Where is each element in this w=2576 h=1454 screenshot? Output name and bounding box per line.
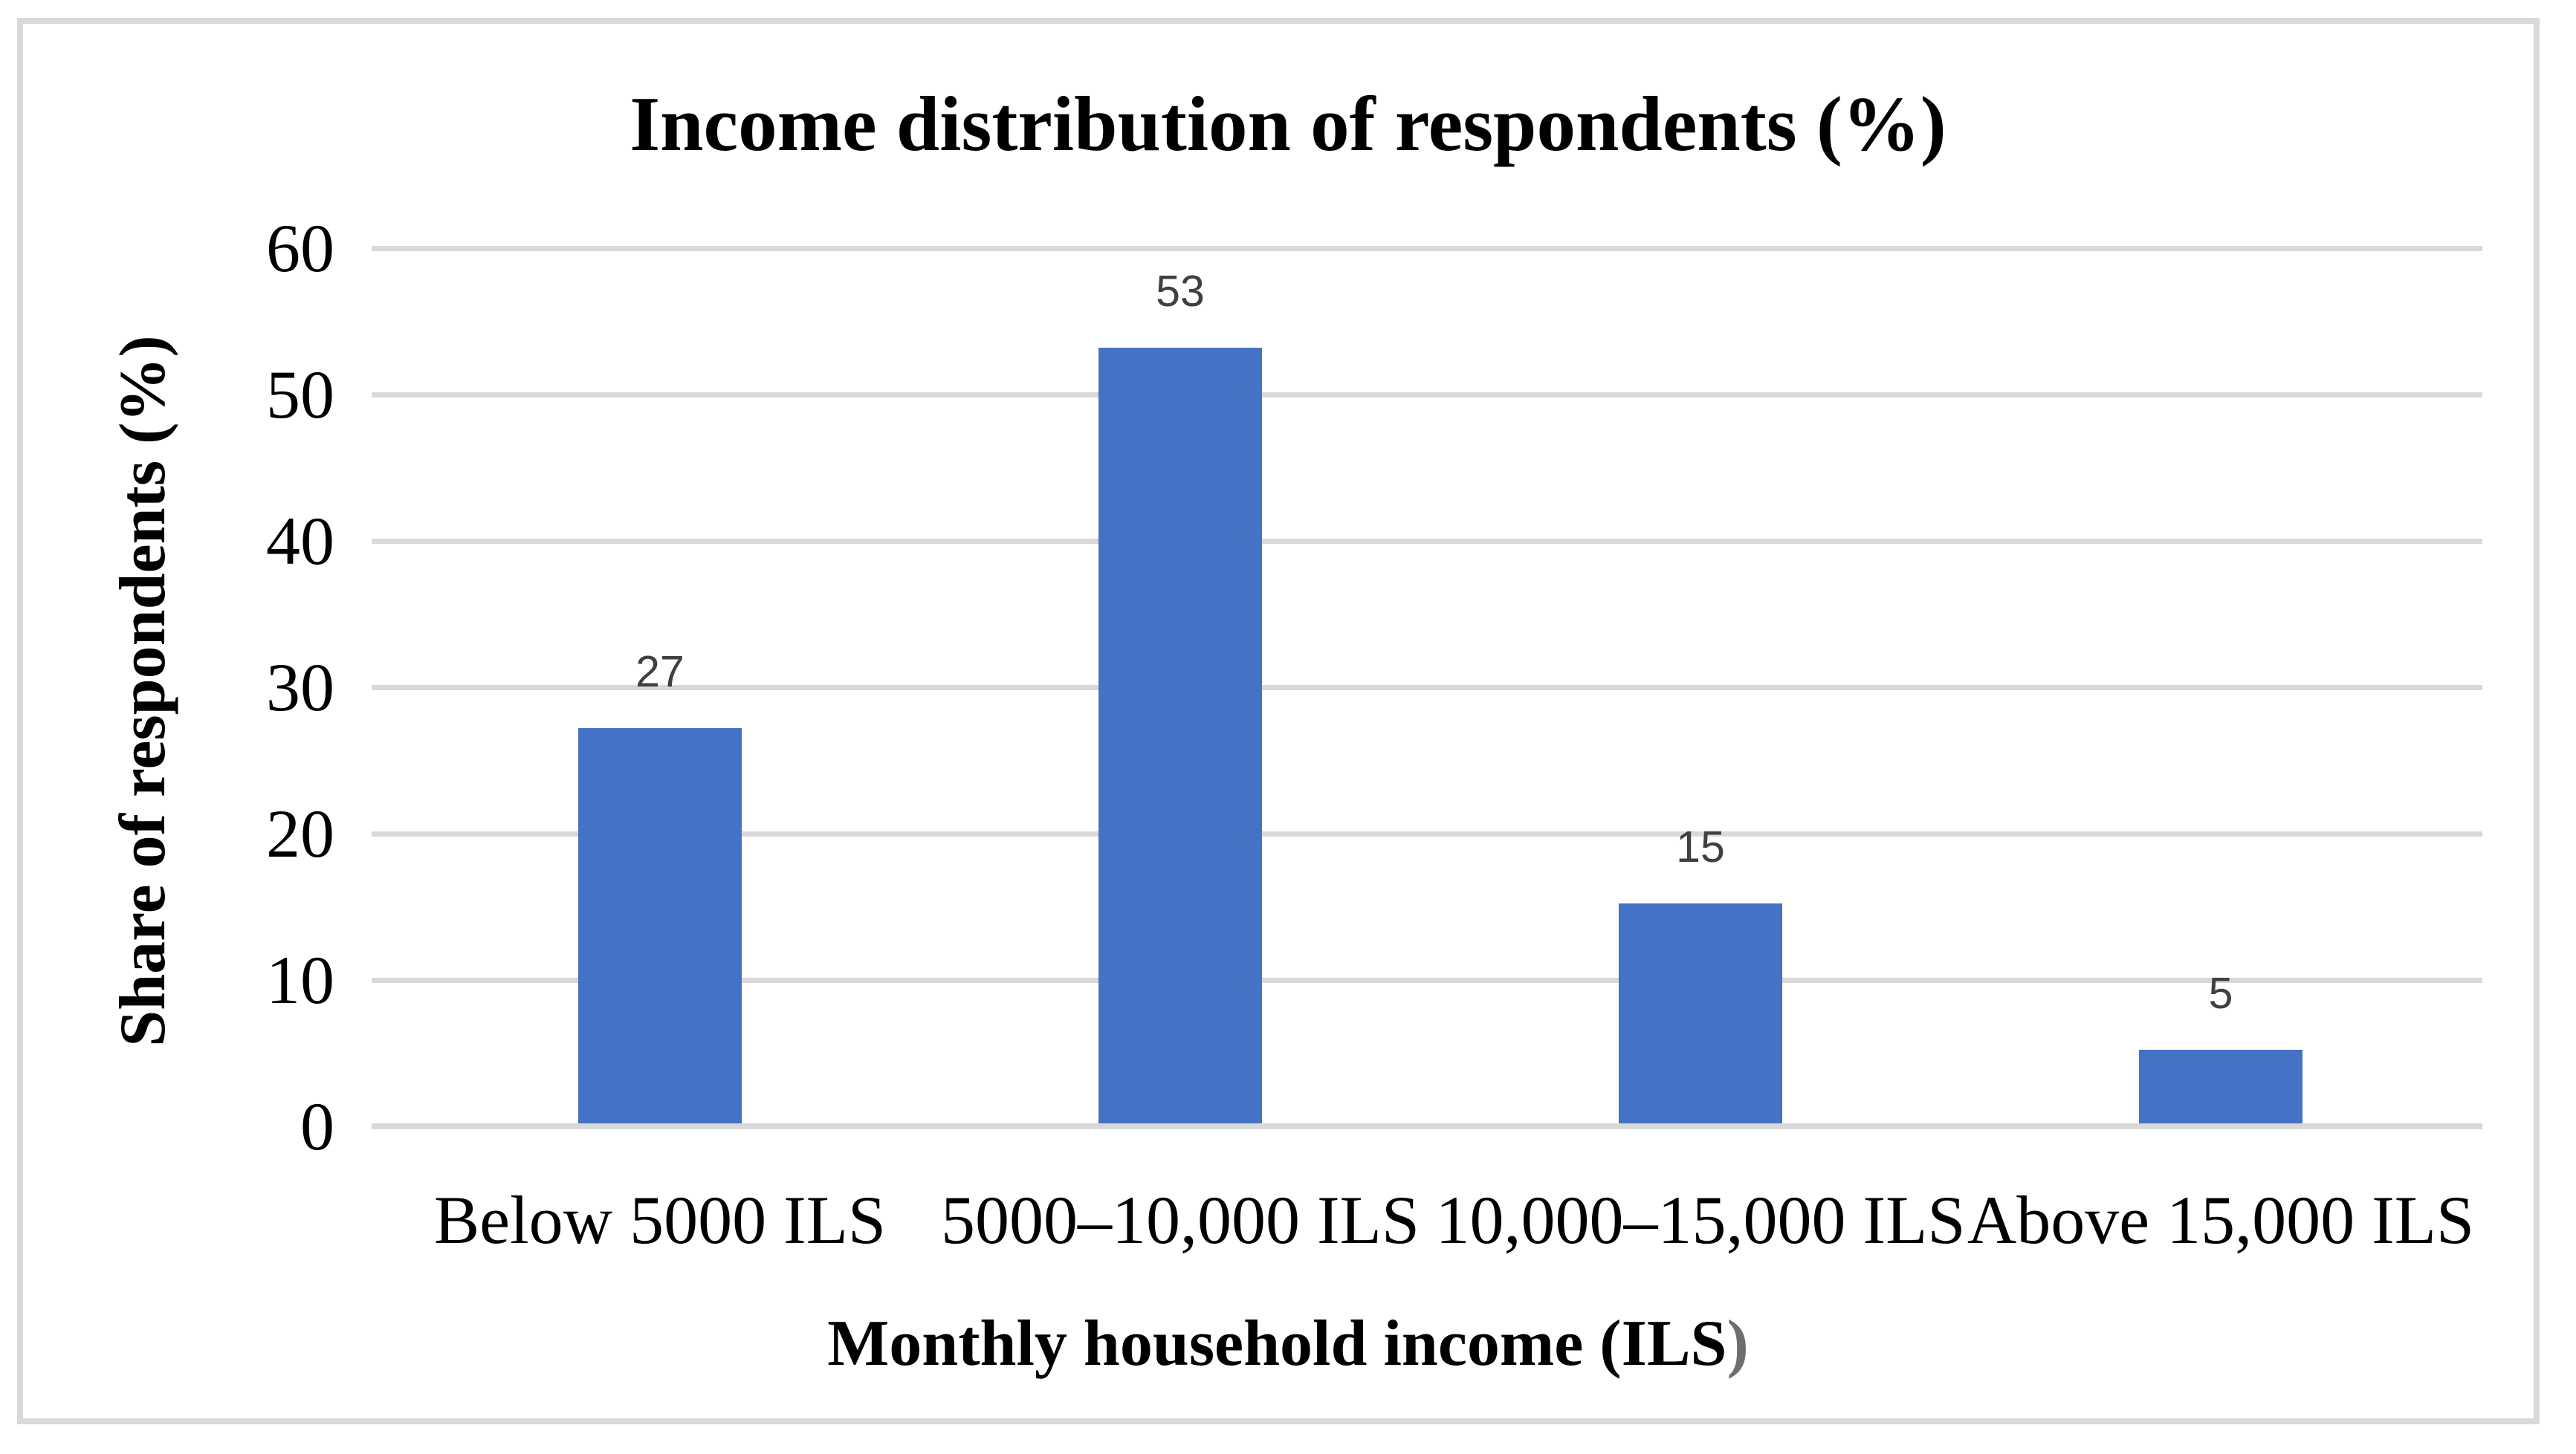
- x-category-label-0: Below 5000 ILS: [433, 1182, 887, 1258]
- x-category-label-2: 10,000–15,000 ILS: [1435, 1182, 1966, 1258]
- x-axis-line: [372, 1123, 2482, 1129]
- y-tick-label-60: 60: [266, 210, 334, 286]
- gridline-y-40: [372, 539, 2482, 544]
- gridline-y-60: [372, 246, 2482, 251]
- bar-0: [578, 728, 742, 1123]
- data-label-2: 15: [1676, 822, 1725, 872]
- x-axis-title: Monthly household income (ILS): [0, 1311, 2576, 1377]
- y-tick-label-50: 50: [266, 357, 334, 432]
- gridline-y-50: [372, 392, 2482, 397]
- data-label-1: 53: [1156, 267, 1205, 316]
- y-tick-label-0: 0: [300, 1088, 334, 1164]
- y-tick-label-30: 30: [266, 649, 334, 725]
- bar-1: [1098, 348, 1262, 1123]
- x-axis-title-text: Monthly household income (ILS: [827, 1308, 1727, 1380]
- gridline-y-10: [372, 978, 2482, 983]
- bar-3: [2139, 1050, 2302, 1123]
- x-category-label-1: 5000–10,000 ILS: [941, 1182, 1420, 1258]
- gridline-y-20: [372, 831, 2482, 837]
- data-label-3: 5: [2208, 969, 2233, 1018]
- y-tick-label-10: 10: [266, 942, 334, 1018]
- gridline-y-30: [372, 685, 2482, 690]
- x-category-label-3: Above 15,000 ILS: [1967, 1182, 2475, 1258]
- y-tick-label-20: 20: [266, 796, 334, 872]
- bar-2: [1619, 903, 1782, 1123]
- data-label-0: 27: [635, 647, 685, 696]
- x-axis-title-paren: ): [1726, 1308, 1749, 1380]
- y-tick-label-40: 40: [266, 503, 334, 579]
- chart-title: Income distribution of respondents (%): [630, 80, 1946, 167]
- chart-frame: [17, 18, 2540, 1424]
